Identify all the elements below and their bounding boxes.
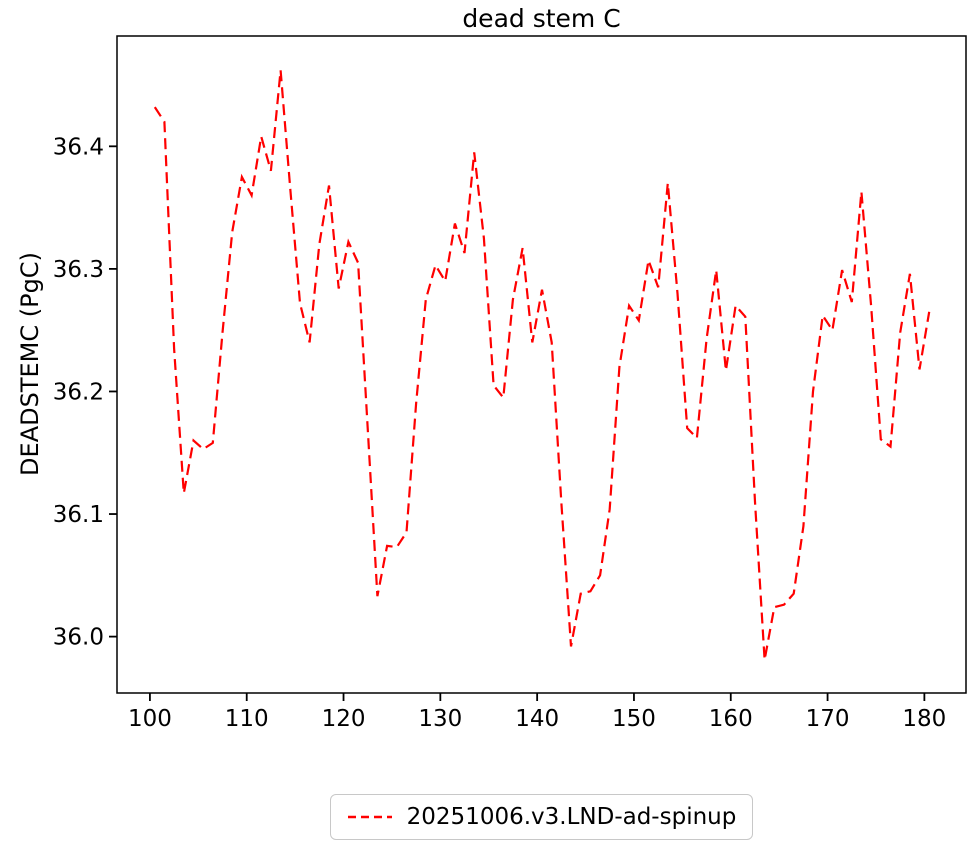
y-tick-label: 36.1 xyxy=(53,502,104,528)
data-series-line xyxy=(153,70,931,661)
x-tick-label: 170 xyxy=(806,706,850,732)
legend-box: 20251006.v3.LND-ad-spinup xyxy=(329,794,754,840)
axes-frame xyxy=(116,35,967,694)
y-tick-label: 36.2 xyxy=(53,379,104,405)
y-tick-label: 36.3 xyxy=(53,257,104,283)
legend-line-sample xyxy=(347,815,392,819)
x-tick-label: 180 xyxy=(902,706,946,732)
x-tick-label: 130 xyxy=(418,706,462,732)
x-tick-label: 140 xyxy=(515,706,559,732)
x-tick-label: 150 xyxy=(612,706,656,732)
legend: 20251006.v3.LND-ad-spinup xyxy=(117,794,966,840)
x-tick-label: 100 xyxy=(128,706,172,732)
chart-title: dead stem C xyxy=(462,4,621,33)
x-tick-label: 110 xyxy=(225,706,269,732)
y-tick-label: 36.0 xyxy=(53,625,104,651)
x-tick-label: 120 xyxy=(322,706,366,732)
x-tick-label: 160 xyxy=(709,706,753,732)
y-axis-label: DEADSTEMC (PgC) xyxy=(16,252,44,476)
legend-label: 20251006.v3.LND-ad-spinup xyxy=(406,804,737,830)
y-tick-label: 36.4 xyxy=(53,134,104,160)
